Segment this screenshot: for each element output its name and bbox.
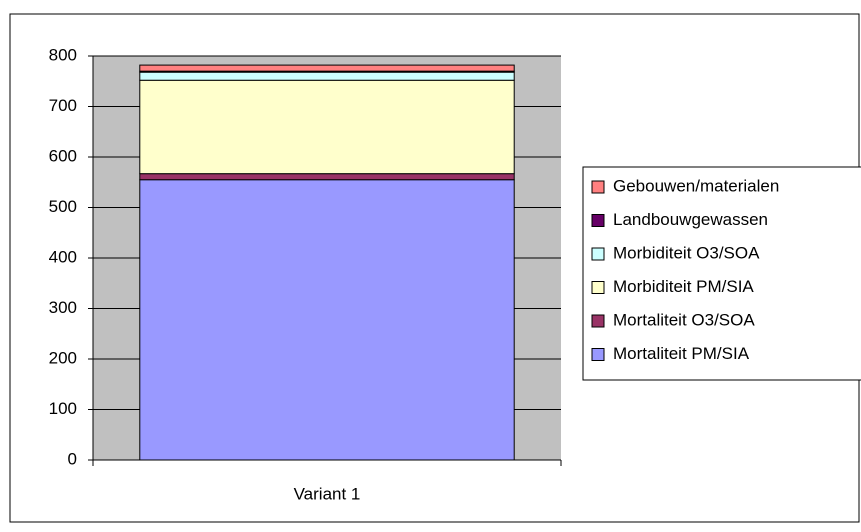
- bar-segment: [139, 173, 515, 181]
- legend-swatch: [591, 247, 605, 261]
- y-tick-label: 400: [49, 247, 77, 266]
- y-tick-label: 100: [49, 399, 77, 418]
- y-tick-label: 800: [49, 45, 77, 64]
- legend-box: [582, 166, 861, 381]
- legend-swatch: [591, 348, 605, 361]
- y-tick-label: 600: [49, 146, 77, 165]
- bar-segment: [139, 71, 515, 81]
- legend-label: Mortaliteit O3/SOA: [613, 310, 755, 329]
- y-tick-label: 700: [49, 96, 77, 115]
- legend-label: Gebouwen/materialen: [613, 176, 779, 195]
- bar-segment: [139, 79, 515, 175]
- legend-swatch: [591, 180, 605, 194]
- y-tick-label: 200: [49, 348, 77, 367]
- y-tick-label: 0: [68, 449, 77, 468]
- legend-label: Morbiditeit PM/SIA: [613, 277, 754, 296]
- legend-swatch: [591, 281, 605, 294]
- legend-swatch: [591, 214, 605, 227]
- bar-segment: [139, 64, 515, 72]
- legend-swatch: [591, 314, 605, 328]
- legend-label: Morbiditeit O3/SOA: [613, 243, 760, 262]
- y-tick-label: 300: [49, 298, 77, 317]
- legend-label: Mortaliteit PM/SIA: [613, 344, 750, 363]
- legend-label: Landbouwgewassen: [613, 210, 768, 229]
- x-tick-label: Variant 1: [294, 484, 361, 503]
- bar-segment: [139, 179, 515, 461]
- y-tick-label: 500: [49, 197, 77, 216]
